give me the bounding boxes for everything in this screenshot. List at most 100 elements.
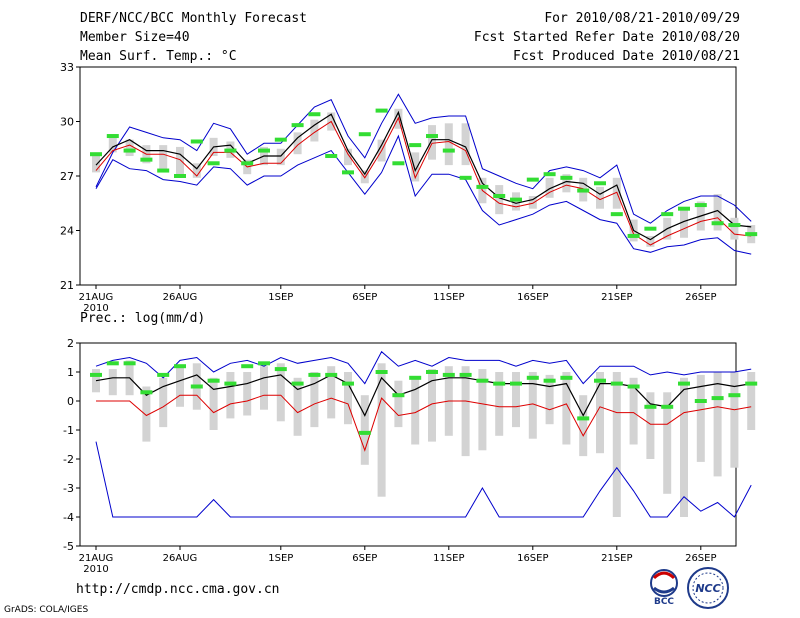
precipitation-member-mark [375, 370, 388, 374]
precipitation-member-mark [476, 378, 489, 383]
precipitation-spread-box [344, 372, 352, 425]
precipitation-member-mark [291, 381, 304, 386]
temperature-member-mark [610, 212, 623, 217]
precipitation-spread-box [495, 372, 504, 436]
precipitation-xtick-sublabel: 2010 [83, 564, 108, 575]
precipitation-member-mark [442, 372, 455, 377]
precipitation-ytick-label: 2 [67, 337, 74, 350]
precipitation-member-mark [358, 430, 371, 435]
precipitation-mean-line [95, 374, 752, 417]
precipitation-ytick-label: 0 [67, 395, 74, 408]
precipitation-spread-box [512, 372, 520, 428]
temperature-member-mark [510, 197, 522, 202]
precipitation-member-mark [459, 372, 472, 377]
precipitation-member-mark [426, 370, 438, 374]
temperature-xtick-label: 26AUG [163, 292, 198, 303]
temperature-member-mark [274, 137, 287, 142]
precipitation-max-line [95, 350, 752, 385]
temperature-spread-box [159, 145, 168, 169]
temperature-member-mark [258, 148, 270, 153]
temperature-member-mark [426, 134, 438, 139]
precipitation-member-mark [258, 361, 270, 366]
temperature-member-mark [627, 233, 640, 238]
temperature-xtick-label: 26SEP [685, 292, 716, 303]
source-url[interactable]: http://cmdp.ncc.cma.gov.cn [76, 582, 280, 597]
ncc-logo: NCC [683, 566, 733, 614]
temperature-spread-box [444, 123, 453, 166]
precipitation-ytick-label: -3 [63, 482, 74, 495]
chart-title: DERF/NCC/BCC Monthly Forecast [80, 11, 307, 26]
precipitation-spread-box [411, 377, 420, 445]
temperature-ytick-label: 21 [60, 279, 74, 292]
precipitation-member-mark [174, 364, 186, 369]
precipitation-spread-box [226, 372, 235, 419]
precipitation-member-mark [678, 381, 690, 386]
precipitation-ytick-label: -5 [63, 540, 74, 553]
precipitation-member-mark [694, 399, 707, 403]
temperature-member-mark [577, 188, 590, 193]
temperature-xtick-sublabel: 2010 [83, 303, 108, 314]
temperature-spread-box [713, 194, 722, 231]
precipitation-spread-box [394, 380, 403, 428]
precipitation-ytick-label: -2 [63, 453, 74, 466]
temperature-spread-box [276, 148, 285, 166]
precipitation-xtick-label: 21AUG [79, 553, 114, 564]
precipitation-spread-box [713, 372, 722, 477]
forecast-period: For 2010/08/21-2010/09/29 [544, 11, 740, 26]
precipitation-spread-box [730, 372, 739, 468]
temperature-xtick-label: 21AUG [79, 292, 114, 303]
temperature-ytick-label: 30 [60, 116, 74, 129]
precipitation-spread-box [747, 372, 756, 430]
precipitation-member-mark [392, 393, 405, 398]
temperature-member-mark [174, 174, 186, 178]
temperature-member-mark [476, 184, 489, 189]
temperature-member-mark [392, 161, 405, 166]
temperature-member-mark [678, 206, 690, 211]
temperature-ensemble-line [95, 116, 752, 246]
precipitation-xtick-label: 26AUG [163, 553, 198, 564]
temperature-mean-line [95, 110, 752, 241]
precipitation-spread-box [276, 363, 285, 422]
precipitation-member-mark [543, 378, 556, 383]
temperature-spread-box [344, 148, 352, 166]
precipitation-member-mark [342, 381, 354, 386]
temperature-member-mark [224, 148, 237, 153]
temperature-min-line [95, 134, 752, 255]
temperature-spread-box [192, 163, 201, 178]
precipitation-member-mark [90, 372, 102, 377]
precipitation-ytick-label: -4 [63, 511, 74, 524]
precipitation-member-mark [711, 396, 724, 401]
precipitation-ytick-label: -1 [63, 424, 74, 437]
precipitation-member-mark [308, 372, 321, 377]
precipitation-min-line [95, 441, 752, 518]
temperature-member-mark [90, 152, 102, 157]
temperature-spread-box [293, 132, 302, 155]
precipitation-member-mark [627, 384, 640, 389]
precip-title: Prec.: log(mm/d) [80, 311, 205, 326]
temperature-ytick-label: 27 [60, 170, 74, 183]
temperature-member-mark [375, 108, 388, 113]
precipitation-member-mark [644, 404, 657, 409]
temperature-member-mark [140, 157, 153, 162]
precipitation-member-mark [661, 404, 674, 409]
precipitation-spread-box [159, 377, 168, 428]
temperature-spread-box [680, 210, 688, 238]
temperature-member-mark [543, 172, 556, 177]
precipitation-spread-box [260, 366, 268, 410]
temperature-member-mark [459, 175, 472, 180]
temperature-spread-box [646, 235, 655, 247]
temperature-member-mark [241, 161, 254, 166]
precipitation-spread-box [579, 395, 588, 457]
temperature-spread-box [495, 185, 504, 215]
precipitation-member-mark [493, 381, 506, 386]
temperature-spread-box [92, 156, 100, 173]
temperature-member-mark [291, 123, 304, 128]
temperature-spread-box [428, 125, 436, 160]
temperature-spread-box [545, 177, 554, 198]
temperature-member-mark [207, 161, 220, 166]
temperature-xtick-label: 21SEP [601, 292, 632, 303]
precipitation-member-mark [157, 372, 170, 377]
temperature-spread-box [310, 119, 319, 142]
precipitation-xtick-label: 6SEP [352, 553, 377, 564]
